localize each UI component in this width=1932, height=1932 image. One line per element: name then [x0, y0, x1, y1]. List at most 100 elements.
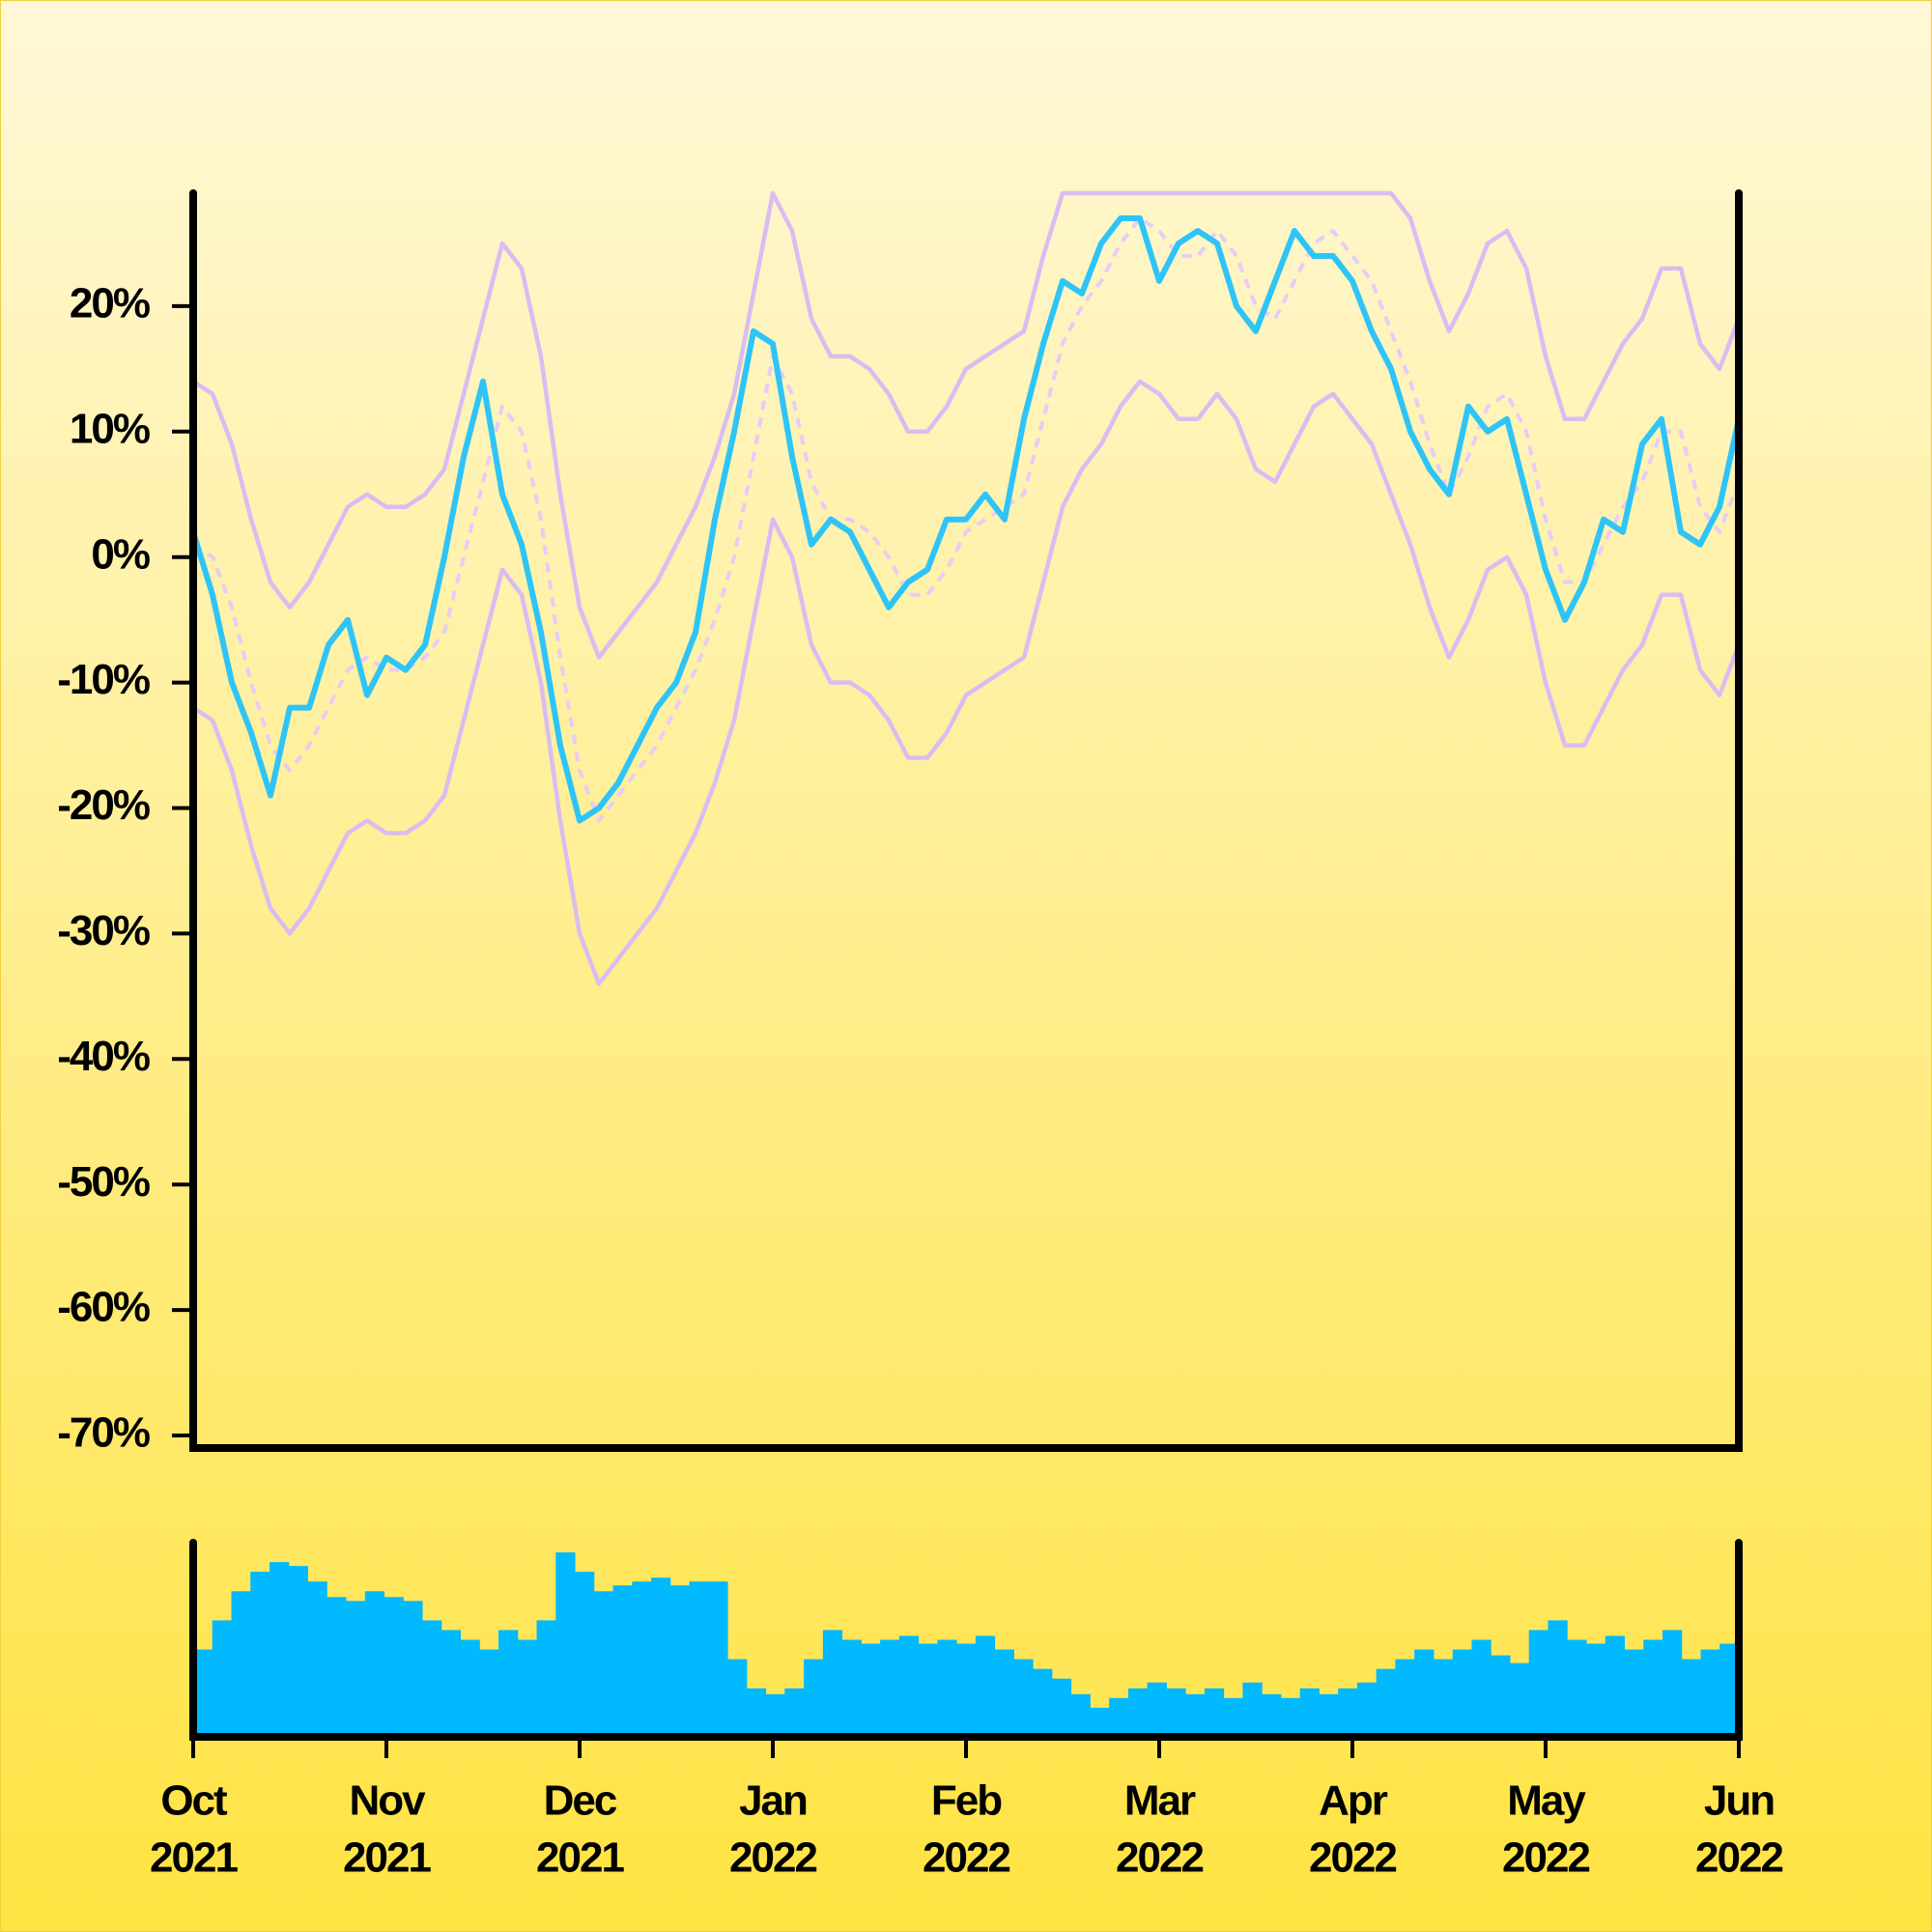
volume-bar [1338, 1688, 1358, 1737]
volume-bar [1166, 1688, 1186, 1737]
volume-bar [651, 1577, 671, 1737]
volume-bar [1509, 1662, 1530, 1737]
volume-bar [250, 1572, 270, 1737]
volume-bar [1070, 1693, 1091, 1737]
volume-bar [1185, 1693, 1206, 1737]
volume-bar [1299, 1688, 1320, 1737]
y-tick-label: 10% [70, 405, 150, 452]
x-tick-label: Jun [1704, 1777, 1774, 1825]
volume-bar [403, 1601, 423, 1737]
y-tick-label: -30% [57, 907, 150, 954]
volume-bar [1471, 1639, 1492, 1737]
volume-bar [898, 1635, 920, 1737]
y-tick-label: -60% [57, 1284, 150, 1331]
volume-bar [975, 1635, 996, 1737]
volume-panel: Oct 2021 Nov 2021 Dec 2021 Jan 2022 Feb 2022 Mar 20… [150, 1539, 1784, 1882]
y-tick-label: -40% [57, 1033, 150, 1080]
series-line [190, 215, 1742, 824]
x-tick-label: 2021 [536, 1834, 624, 1882]
volume-bar [231, 1591, 251, 1737]
volume-bar [632, 1581, 652, 1737]
volume-bar [937, 1639, 957, 1737]
x-tick-label: 2021 [343, 1834, 431, 1882]
volume-bar [1013, 1659, 1034, 1737]
volume-bar [1033, 1668, 1053, 1737]
volume-bar [708, 1581, 728, 1737]
volume-bar [440, 1630, 462, 1737]
y-tick-label: 0% [91, 530, 149, 578]
volume-bar [1356, 1682, 1378, 1737]
volume-bar [384, 1597, 404, 1737]
volume-bar [517, 1639, 538, 1737]
volume-bar [1414, 1649, 1435, 1737]
volume-bar [861, 1643, 881, 1737]
axis-frame [189, 189, 1743, 1452]
volume-bar [1700, 1649, 1720, 1737]
x-tick-label: Jan [739, 1777, 807, 1825]
volume-bar [1262, 1693, 1282, 1737]
volume-bar [555, 1552, 576, 1737]
volume-bar [765, 1693, 785, 1737]
volume-bar [1147, 1682, 1167, 1737]
y-tick-label: -50% [57, 1158, 150, 1206]
x-tick-label: 2022 [923, 1834, 1009, 1882]
volume-bar [1319, 1693, 1339, 1737]
volume-bar [1567, 1639, 1587, 1737]
volume-bar [536, 1620, 556, 1737]
volume-bar [994, 1649, 1014, 1737]
volume-bar [1643, 1639, 1663, 1737]
volume-bar [327, 1597, 347, 1737]
volume-bar [1681, 1659, 1701, 1737]
volume-bar [575, 1572, 595, 1737]
volume-bar [364, 1591, 385, 1737]
volume-bar [841, 1639, 862, 1737]
volume-bar [918, 1643, 938, 1737]
volume-bar [1491, 1655, 1511, 1737]
series-line [191, 379, 1742, 986]
volume-bar [1719, 1643, 1740, 1737]
volume-bar [689, 1581, 709, 1737]
volume-bar [822, 1630, 843, 1737]
volume-bar [1127, 1688, 1149, 1737]
x-tick-label: Mar [1124, 1777, 1196, 1825]
volume-bar [1280, 1697, 1301, 1737]
volume-bar [593, 1591, 614, 1737]
x-tick-label: Oct [160, 1777, 228, 1825]
volume-bar [460, 1639, 480, 1737]
volume-bar [288, 1566, 309, 1737]
volume-bar [1242, 1682, 1263, 1737]
volume-bar [193, 1649, 213, 1737]
y-tick-label: -70% [57, 1409, 150, 1457]
x-tick-label: 2022 [1695, 1834, 1782, 1882]
volume-bar [1376, 1668, 1396, 1737]
volume-bar [746, 1688, 767, 1737]
x-tick-label: May [1507, 1777, 1586, 1825]
volume-bar [1585, 1643, 1606, 1737]
x-tick-label: 2022 [1502, 1834, 1589, 1882]
volume-bar [1452, 1649, 1472, 1737]
volume-bar [956, 1643, 977, 1737]
y-tick-label: -20% [57, 781, 150, 829]
x-tick-label: 2022 [729, 1834, 816, 1882]
volume-bar [270, 1562, 290, 1737]
x-tick-label: 2022 [1116, 1834, 1203, 1882]
volume-bar [498, 1630, 519, 1737]
y-tick-label: -10% [57, 656, 150, 703]
x-tick-label: Dec [544, 1777, 617, 1825]
y-tick-label: 20% [70, 280, 150, 327]
x-tick-label: Apr [1319, 1777, 1388, 1825]
volume-bar [212, 1620, 233, 1737]
x-tick-label: 2021 [150, 1834, 238, 1882]
x-tick-label: Feb [931, 1777, 1002, 1825]
volume-bar [1090, 1707, 1110, 1737]
volume-bar [784, 1688, 805, 1737]
x-tick-label: Nov [349, 1777, 426, 1825]
volume-bar [1528, 1630, 1548, 1737]
volume-bar [669, 1585, 691, 1737]
volume-bar [1051, 1678, 1072, 1737]
volume-bar [612, 1585, 633, 1737]
volume-bar [1624, 1649, 1644, 1737]
series-line [191, 190, 1742, 660]
volume-bar [880, 1639, 900, 1737]
